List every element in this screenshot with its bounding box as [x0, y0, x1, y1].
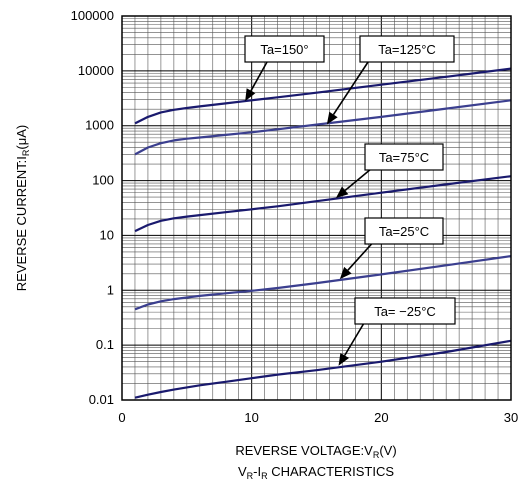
x-tick-label: 10 — [244, 410, 258, 425]
caption-prefix: V — [238, 464, 247, 479]
annotation-box — [364, 217, 444, 245]
tick-layer: 0 10 20 30 0.01 0.1 1 10 100 1000 10000 100000 — [71, 8, 519, 425]
y-tick-label: 10 — [100, 227, 114, 242]
x-tick-label: 20 — [374, 410, 388, 425]
y-tick-label: 100000 — [71, 8, 114, 23]
annotation-label: Ta=25°C — [379, 224, 429, 239]
series-line-4 — [134, 255, 512, 311]
annotation-label: Ta=150° — [260, 42, 308, 57]
series-line-2 — [134, 99, 512, 156]
x-axis-label-suffix: (V) — [379, 443, 396, 458]
annotation-arrow-head — [326, 111, 338, 125]
annotation-box — [359, 35, 455, 63]
caption-sub1: R — [247, 471, 254, 481]
y-axis-label-suffix: (μA) — [14, 125, 29, 150]
y-tick-label: 10000 — [78, 63, 114, 78]
series-layer — [134, 67, 512, 399]
y-tick-label: 1000 — [85, 118, 114, 133]
y-axis-label-sub: R — [21, 149, 31, 156]
x-tick-label: 0 — [118, 410, 125, 425]
annotation-arrow-line — [332, 55, 373, 115]
chart-caption: VR-IR CHARACTERISTICS — [238, 464, 394, 481]
x-axis-label: REVERSE VOLTAGE:VR(V) — [235, 443, 396, 460]
x-tick-label: 30 — [504, 410, 518, 425]
annotation-label: Ta=75°C — [379, 150, 429, 165]
y-tick-label: 100 — [92, 173, 114, 188]
caption-mid: -I — [253, 464, 261, 479]
y-axis-label: REVERSE CURRENT:IR(μA) — [14, 125, 31, 291]
annotation-box — [244, 35, 325, 63]
annotation-arrow-head — [335, 186, 349, 199]
y-tick-label: 0.01 — [89, 392, 114, 407]
annotation-label: Ta=125°C — [378, 42, 436, 57]
series-line-5 — [134, 339, 512, 399]
annotation-box — [364, 143, 444, 171]
annotation-arrow-head — [245, 88, 256, 102]
y-tick-label: 0.1 — [96, 337, 114, 352]
annotation-label: Ta= −25°C — [374, 304, 436, 319]
caption-suffix: CHARACTERISTICS — [268, 464, 395, 479]
y-tick-label: 1 — [107, 282, 114, 297]
annotation-arrow-head — [339, 266, 352, 280]
annotation-arrow-line — [250, 61, 268, 92]
y-axis-label-prefix: REVERSE CURRENT:I — [14, 156, 29, 291]
series-line-1 — [134, 67, 512, 125]
annotation-layer: Ta=150° Ta=125°C Ta=75°C Ta=25°C Ta= −25°C — [244, 35, 456, 366]
annotation-arrow-head — [338, 352, 349, 366]
annotation-box — [354, 297, 456, 325]
series-line-3 — [134, 175, 512, 233]
plot-border — [121, 15, 512, 401]
x-axis-label-prefix: REVERSE VOLTAGE:V — [235, 443, 373, 458]
x-axis-label-sub: R — [373, 450, 380, 460]
caption-sub2: R — [261, 471, 268, 481]
